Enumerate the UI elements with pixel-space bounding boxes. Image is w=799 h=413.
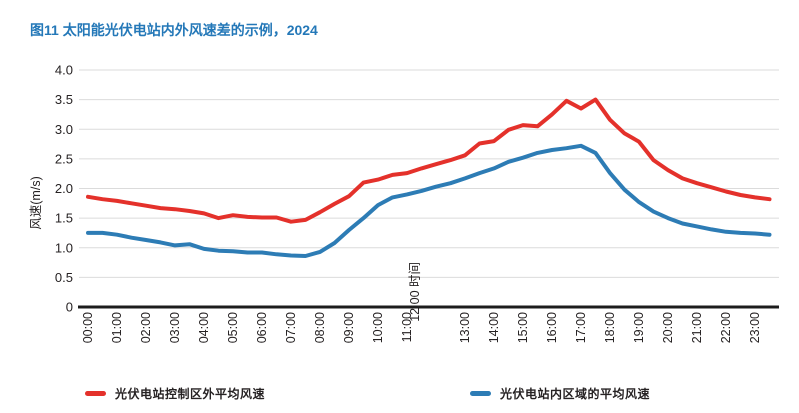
x-tick-label: 07:00	[284, 312, 298, 343]
x-tick-label: 11:00	[400, 312, 414, 342]
y-tick-label: 4.0	[55, 63, 73, 78]
legend-label-outside: 光伏电站控制区外平均风速	[115, 387, 266, 401]
x-tick-label: 19:00	[632, 312, 646, 343]
y-tick-label: 3.0	[55, 122, 73, 137]
x-tick-label: 09:00	[342, 312, 356, 343]
legend-dash-red-icon	[85, 391, 106, 396]
x-tick-label-overlap: 12:00 时间	[408, 262, 422, 322]
y-axis-title: 风速(m/s)	[29, 176, 43, 229]
x-tick-label: 22:00	[719, 312, 733, 343]
x-tick-label: 20:00	[661, 312, 675, 343]
x-tick-label: 08:00	[313, 312, 327, 343]
x-tick-label: 05:00	[226, 312, 240, 343]
inside-series-line	[86, 143, 772, 258]
x-tick-label: 14:00	[487, 312, 501, 343]
y-tick-label: 0.5	[55, 270, 73, 285]
x-tick-label: 01:00	[110, 312, 124, 343]
x-tick-label: 15:00	[516, 312, 530, 343]
x-tick-label: 16:00	[545, 312, 559, 343]
y-tick-label: 2.0	[55, 181, 73, 196]
y-tick-label: 1.5	[55, 211, 73, 226]
x-tick-label: 10:00	[371, 312, 385, 343]
y-tick-label: 0	[66, 300, 73, 315]
legend-label-inside: 光伏电站内区域的平均风速	[500, 387, 651, 401]
x-tick-label: 02:00	[139, 312, 153, 343]
y-tick-label: 1.0	[55, 240, 73, 255]
legend-item-inside: 光伏电站内区域的平均风速	[470, 385, 650, 402]
x-tick-label: 13:00	[458, 312, 472, 343]
x-tick-label: 06:00	[255, 312, 269, 343]
x-tick-label: 18:00	[603, 312, 617, 343]
x-tick-label: 23:00	[748, 312, 762, 343]
x-tick-label: 17:00	[574, 312, 588, 343]
legend-item-outside: 光伏电站控制区外平均风速	[85, 385, 265, 402]
x-tick-label: 00:00	[81, 312, 95, 343]
legend-dash-blue-icon	[470, 391, 491, 396]
x-tick-label: 04:00	[197, 312, 211, 343]
chart-legend: 光伏电站控制区外平均风速 光伏电站内区域的平均风速	[0, 381, 799, 407]
x-tick-label: 21:00	[690, 312, 704, 343]
y-tick-label: 3.5	[55, 92, 73, 107]
x-tick-label: 03:00	[168, 312, 182, 343]
outside-series-line	[86, 97, 772, 224]
y-tick-label: 2.5	[55, 151, 73, 166]
chart-title: 图11 太阳能光伏电站内外风速差的示例，2024	[30, 22, 318, 38]
